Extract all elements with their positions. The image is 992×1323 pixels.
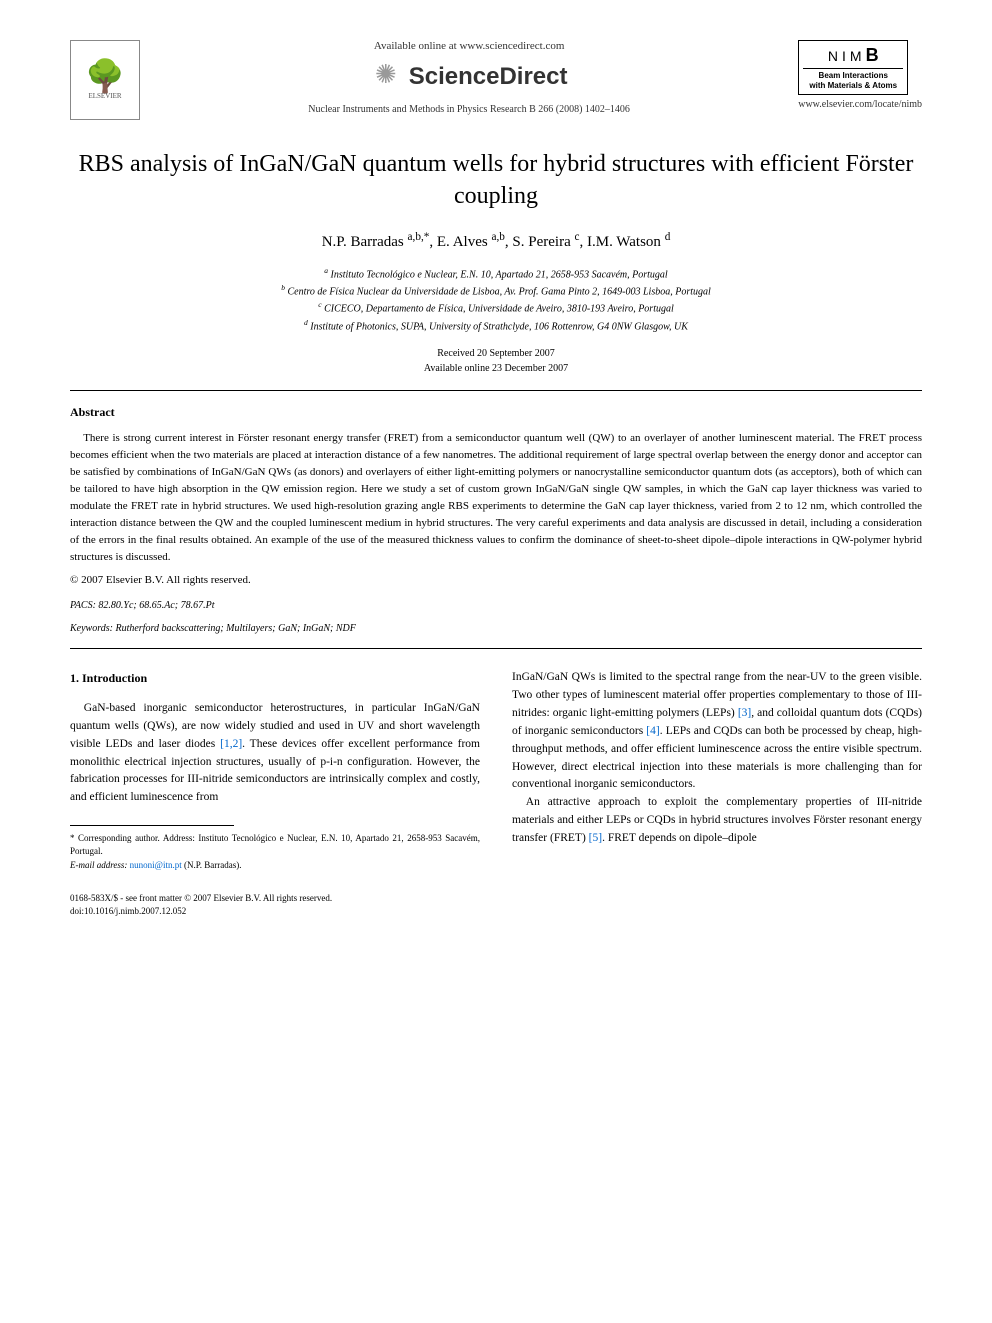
ref-link-1-2[interactable]: [1,2] xyxy=(220,738,242,750)
footer-doi: doi:10.1016/j.nimb.2007.12.052 xyxy=(70,905,922,918)
ref-link-5[interactable]: [5] xyxy=(589,832,602,844)
ref-link-3[interactable]: [3] xyxy=(738,707,751,719)
affiliation-2: c CICECO, Departamento de Física, Univer… xyxy=(70,299,922,316)
nimb-logo-box: NIMB Beam Interactions with Materials & … xyxy=(798,40,908,95)
column-left: 1. Introduction GaN-based inorganic semi… xyxy=(70,669,480,872)
intro-para-1: GaN-based inorganic semiconductor hetero… xyxy=(70,700,480,807)
journal-reference: Nuclear Instruments and Methods in Physi… xyxy=(160,104,778,115)
footnote-email-label: E-mail address: xyxy=(70,860,130,870)
authors: N.P. Barradas a,b,*, E. Alves a,b, S. Pe… xyxy=(70,231,922,251)
abstract-text: There is strong current interest in Förs… xyxy=(70,430,922,566)
nimb-title: NIMB xyxy=(803,45,903,69)
affiliation-0: a Instituto Tecnológico e Nuclear, E.N. … xyxy=(70,265,922,282)
article-title: RBS analysis of InGaN/GaN quantum wells … xyxy=(70,148,922,213)
footnote-email-link[interactable]: nunoni@itn.pt xyxy=(130,860,182,870)
intro-para-1-cont: InGaN/GaN QWs is limited to the spectral… xyxy=(512,669,922,794)
column-right: InGaN/GaN QWs is limited to the spectral… xyxy=(512,669,922,872)
elsevier-tree-icon: 🌳 xyxy=(85,60,125,92)
footer-line1: 0168-583X/$ - see front matter © 2007 El… xyxy=(70,892,922,905)
nimb-letters: NIM xyxy=(828,48,866,64)
journal-url: www.elsevier.com/locate/nimb xyxy=(798,99,922,110)
rule-top xyxy=(70,390,922,391)
date-available: Available online 23 December 2007 xyxy=(70,361,922,376)
elsevier-label: ELSEVIER xyxy=(88,92,121,100)
sciencedirect-text: ScienceDirect xyxy=(409,63,568,91)
affiliation-3: d Institute of Photonics, SUPA, Universi… xyxy=(70,317,922,334)
footnote-email: E-mail address: nunoni@itn.pt (N.P. Barr… xyxy=(70,859,480,873)
footer: 0168-583X/$ - see front matter © 2007 El… xyxy=(70,892,922,917)
nimb-container: NIMB Beam Interactions with Materials & … xyxy=(798,40,922,110)
keywords: Keywords: Rutherford backscattering; Mul… xyxy=(70,623,922,634)
affiliation-1: b Centro de Física Nuclear da Universida… xyxy=(70,282,922,299)
footnote-email-who: (N.P. Barradas). xyxy=(182,860,242,870)
sciencedirect-burst-icon: ✺ xyxy=(371,62,401,92)
intro-col2-p2-post: . FRET depends on dipole–dipole xyxy=(602,832,757,844)
sciencedirect-row: ✺ ScienceDirect xyxy=(160,62,778,92)
header-row: 🌳 ELSEVIER Available online at www.scien… xyxy=(70,40,922,120)
available-online-text: Available online at www.sciencedirect.co… xyxy=(160,40,778,52)
ref-link-4[interactable]: [4] xyxy=(646,725,659,737)
elsevier-logo: 🌳 ELSEVIER xyxy=(70,40,140,120)
nimb-sub1: Beam Interactions xyxy=(803,71,903,81)
rule-bottom xyxy=(70,648,922,649)
date-received: Received 20 September 2007 xyxy=(70,346,922,361)
nimb-sub2: with Materials & Atoms xyxy=(803,81,903,91)
body-two-column: 1. Introduction GaN-based inorganic semi… xyxy=(70,669,922,872)
nimb-b: B xyxy=(866,45,879,65)
abstract-heading: Abstract xyxy=(70,405,922,420)
footnote-corresponding: * Corresponding author. Address: Institu… xyxy=(70,832,480,859)
footnote-rule xyxy=(70,825,234,826)
center-header: Available online at www.sciencedirect.co… xyxy=(140,40,798,115)
affiliations: a Instituto Tecnológico e Nuclear, E.N. … xyxy=(70,265,922,334)
intro-heading: 1. Introduction xyxy=(70,669,480,688)
pacs: PACS: 82.80.Yc; 68.65.Ac; 78.67.Pt xyxy=(70,600,922,611)
dates: Received 20 September 2007 Available onl… xyxy=(70,346,922,376)
intro-para-2: An attractive approach to exploit the co… xyxy=(512,794,922,847)
abstract-copyright: © 2007 Elsevier B.V. All rights reserved… xyxy=(70,574,922,586)
